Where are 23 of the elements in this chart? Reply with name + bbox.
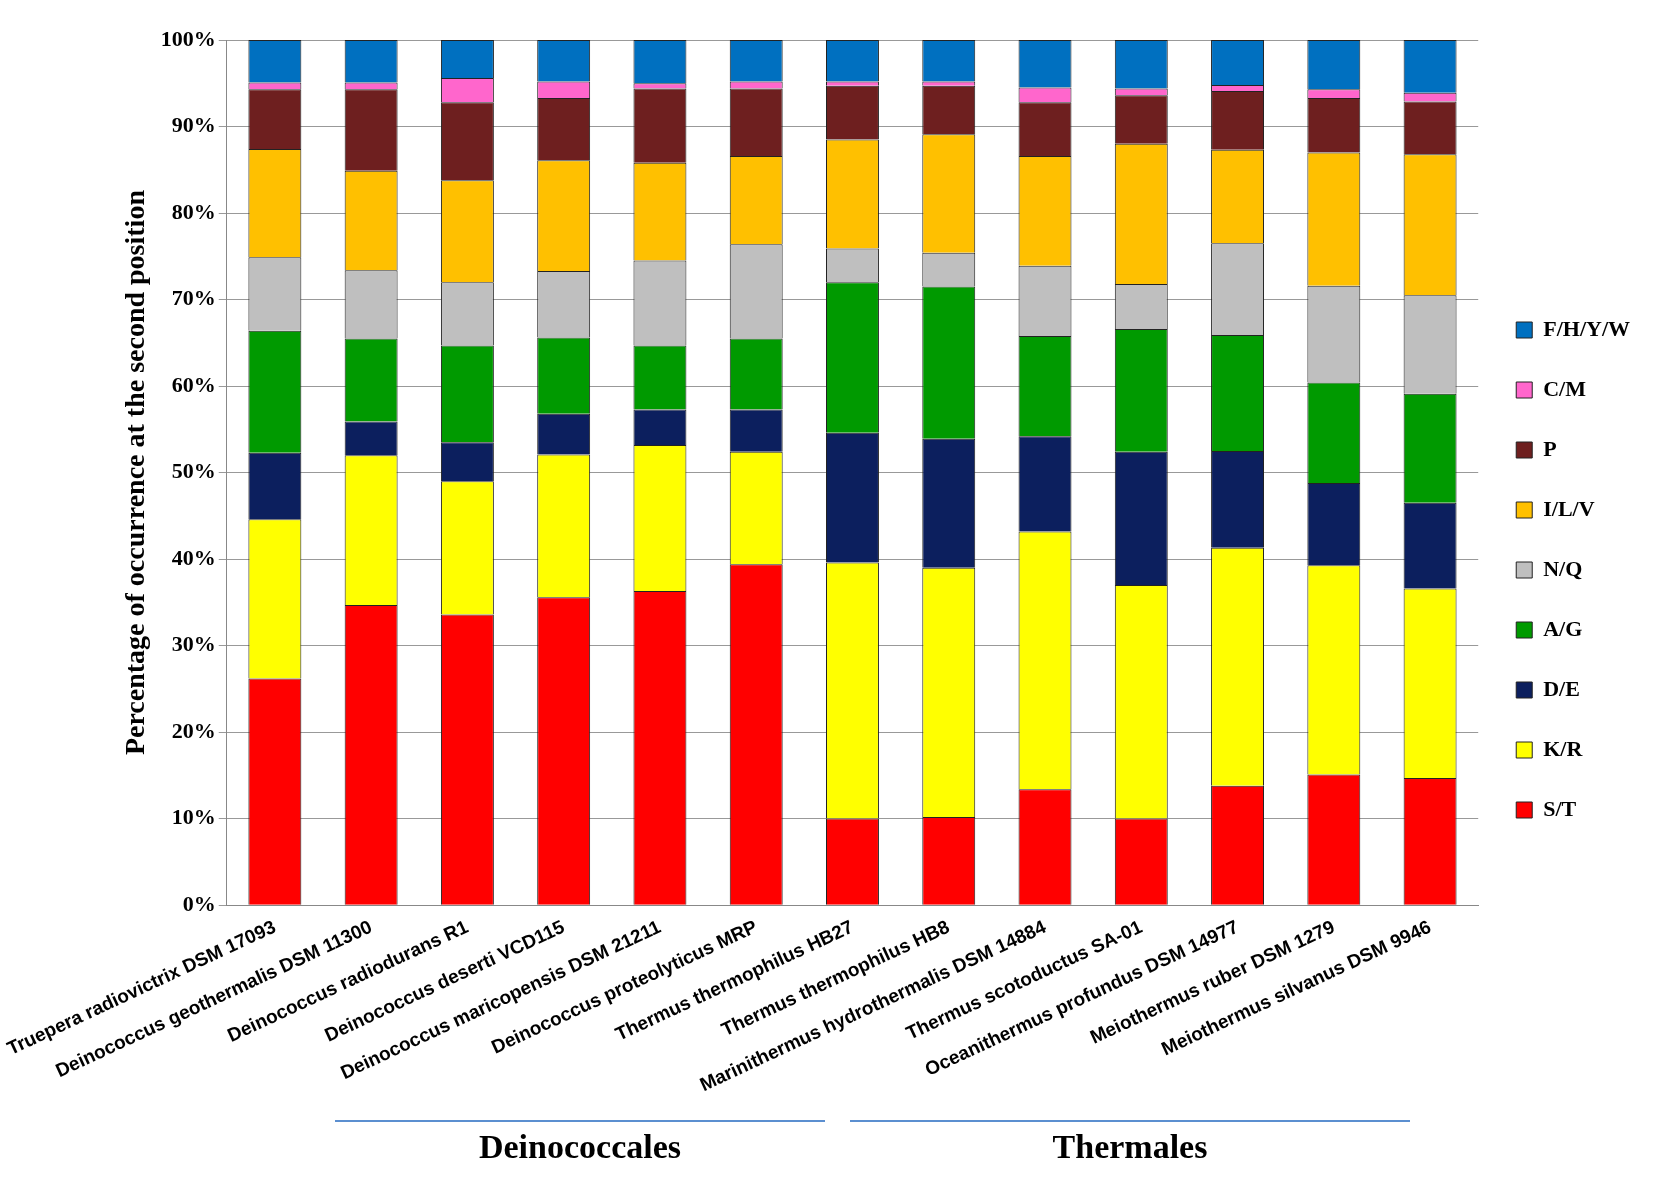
legend-label: F/H/Y/W [1543,315,1631,341]
legend-label: A/G [1543,615,1583,641]
legend-label: D/E [1543,675,1580,701]
y-tick-label: 70% [171,285,216,311]
text: Deinococcales [335,1120,825,1166]
legend-label: I/L/V [1543,495,1595,521]
y-axis-title: Percentage of occurrence at the second position [119,189,151,756]
legend-label: N/Q [1543,555,1583,581]
y-tick-label: 60% [171,371,216,397]
y-tick-label: 100% [160,25,216,51]
y-tick-label: 0% [182,890,216,916]
legend-label: P [1543,435,1557,461]
legend-label: K/R [1543,735,1584,761]
y-tick-label: 30% [171,631,216,657]
text: Thermales [850,1120,1410,1166]
legend-label: C/M [1543,375,1587,401]
y-tick-label: 90% [171,112,216,138]
y-tick-label: 40% [171,544,216,570]
y-tick-label: 10% [171,804,216,830]
legend-label: S/T [1543,795,1577,821]
y-tick-label: 20% [171,717,216,743]
y-tick-label: 50% [171,458,216,484]
y-tick-label: 80% [171,198,216,224]
